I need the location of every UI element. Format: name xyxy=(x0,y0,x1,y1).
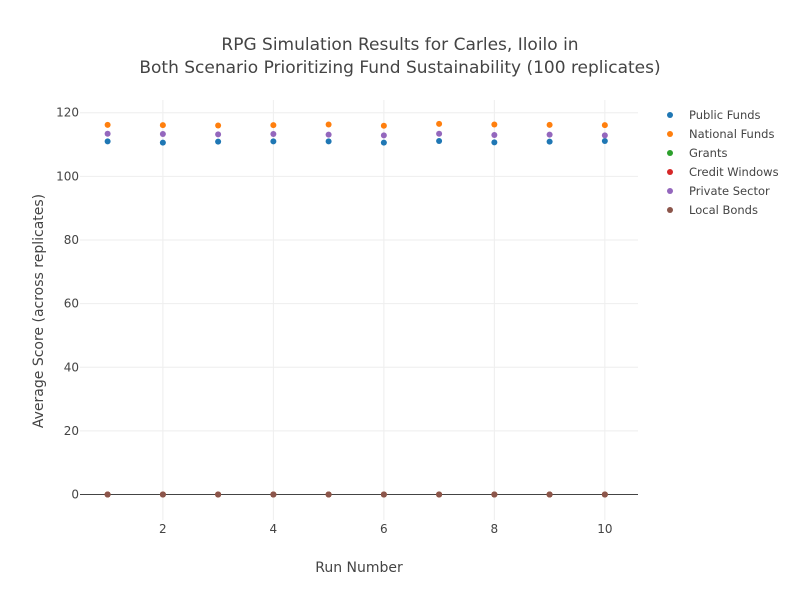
points-layer xyxy=(104,120,608,498)
legend-item-public-funds[interactable]: Public Funds xyxy=(667,108,761,122)
legend-marker xyxy=(667,188,673,194)
point-private-sector[interactable] xyxy=(325,131,332,138)
point-local-bonds[interactable] xyxy=(436,491,443,498)
chart-title-line2: Both Scenario Prioritizing Fund Sustaina… xyxy=(139,58,660,78)
legend-marker xyxy=(667,150,673,156)
point-public-funds[interactable] xyxy=(215,138,222,145)
legend-item-private-sector[interactable]: Private Sector xyxy=(667,184,770,198)
point-national-funds[interactable] xyxy=(436,120,443,127)
point-local-bonds[interactable] xyxy=(491,491,498,498)
x-axis-title: Run Number xyxy=(315,560,403,576)
point-public-funds[interactable] xyxy=(325,138,332,145)
x-tick-label: 4 xyxy=(270,522,278,536)
x-tick-label: 8 xyxy=(491,522,499,536)
point-national-funds[interactable] xyxy=(491,121,498,128)
y-tick-label: 100 xyxy=(56,169,79,183)
point-public-funds[interactable] xyxy=(380,139,387,146)
point-public-funds[interactable] xyxy=(270,138,277,145)
point-public-funds[interactable] xyxy=(491,139,498,146)
point-private-sector[interactable] xyxy=(546,131,553,138)
point-local-bonds[interactable] xyxy=(601,491,608,498)
point-local-bonds[interactable] xyxy=(104,491,111,498)
y-axis-title: Average Score (across replicates) xyxy=(31,194,47,428)
point-local-bonds[interactable] xyxy=(159,491,166,498)
point-private-sector[interactable] xyxy=(491,132,498,138)
legend-marker xyxy=(667,169,673,175)
legend-item-national-funds[interactable]: National Funds xyxy=(667,127,774,141)
point-private-sector[interactable] xyxy=(104,130,111,137)
point-private-sector[interactable] xyxy=(215,131,222,138)
point-public-funds[interactable] xyxy=(546,138,553,145)
point-local-bonds[interactable] xyxy=(215,491,222,498)
point-national-funds[interactable] xyxy=(601,122,608,129)
x-tick-label: 2 xyxy=(159,522,167,536)
chart-title-line1: RPG Simulation Results for Carles, Iloil… xyxy=(221,35,578,55)
legend-item-grants[interactable]: Grants xyxy=(667,146,727,160)
y-tick-label: 80 xyxy=(64,233,79,247)
point-national-funds[interactable] xyxy=(380,122,387,129)
point-national-funds[interactable] xyxy=(159,122,166,129)
point-local-bonds[interactable] xyxy=(546,491,553,498)
legend-item-credit-windows[interactable]: Credit Windows xyxy=(667,165,779,179)
legend-item-local-bonds[interactable]: Local Bonds xyxy=(667,203,758,217)
y-tick-label: 40 xyxy=(64,360,79,374)
x-tick-label: 6 xyxy=(380,522,388,536)
point-national-funds[interactable] xyxy=(325,121,332,128)
y-tick-label: 0 xyxy=(71,488,79,502)
point-private-sector[interactable] xyxy=(380,132,387,139)
legend-marker xyxy=(667,112,673,118)
legend-label: Private Sector xyxy=(689,184,770,198)
legend-marker xyxy=(667,207,673,213)
point-national-funds[interactable] xyxy=(215,122,222,129)
point-private-sector[interactable] xyxy=(601,132,608,139)
point-private-sector[interactable] xyxy=(436,130,443,137)
point-public-funds[interactable] xyxy=(436,138,443,145)
x-tick-label: 10 xyxy=(597,522,612,536)
legend-label: Grants xyxy=(689,146,727,160)
y-tick-label: 20 xyxy=(64,424,79,438)
point-private-sector[interactable] xyxy=(270,131,277,138)
point-public-funds[interactable] xyxy=(601,138,608,145)
y-tick-label: 60 xyxy=(64,297,79,311)
point-private-sector[interactable] xyxy=(159,131,166,138)
point-national-funds[interactable] xyxy=(546,121,553,128)
legend-label: Local Bonds xyxy=(689,203,758,217)
point-local-bonds[interactable] xyxy=(270,491,277,498)
grid-layer xyxy=(80,100,638,520)
point-national-funds[interactable] xyxy=(104,121,111,128)
y-tick-label: 120 xyxy=(56,106,79,120)
legend-label: Credit Windows xyxy=(689,165,779,179)
legend[interactable]: Public Funds National Funds Grants Credit W… xyxy=(667,108,779,217)
point-public-funds[interactable] xyxy=(159,139,166,146)
point-local-bonds[interactable] xyxy=(325,491,332,498)
legend-label: Public Funds xyxy=(689,108,761,122)
point-public-funds[interactable] xyxy=(104,138,111,145)
legend-label: National Funds xyxy=(689,127,774,141)
point-national-funds[interactable] xyxy=(270,122,277,129)
legend-marker xyxy=(667,131,673,137)
point-local-bonds[interactable] xyxy=(380,491,387,498)
